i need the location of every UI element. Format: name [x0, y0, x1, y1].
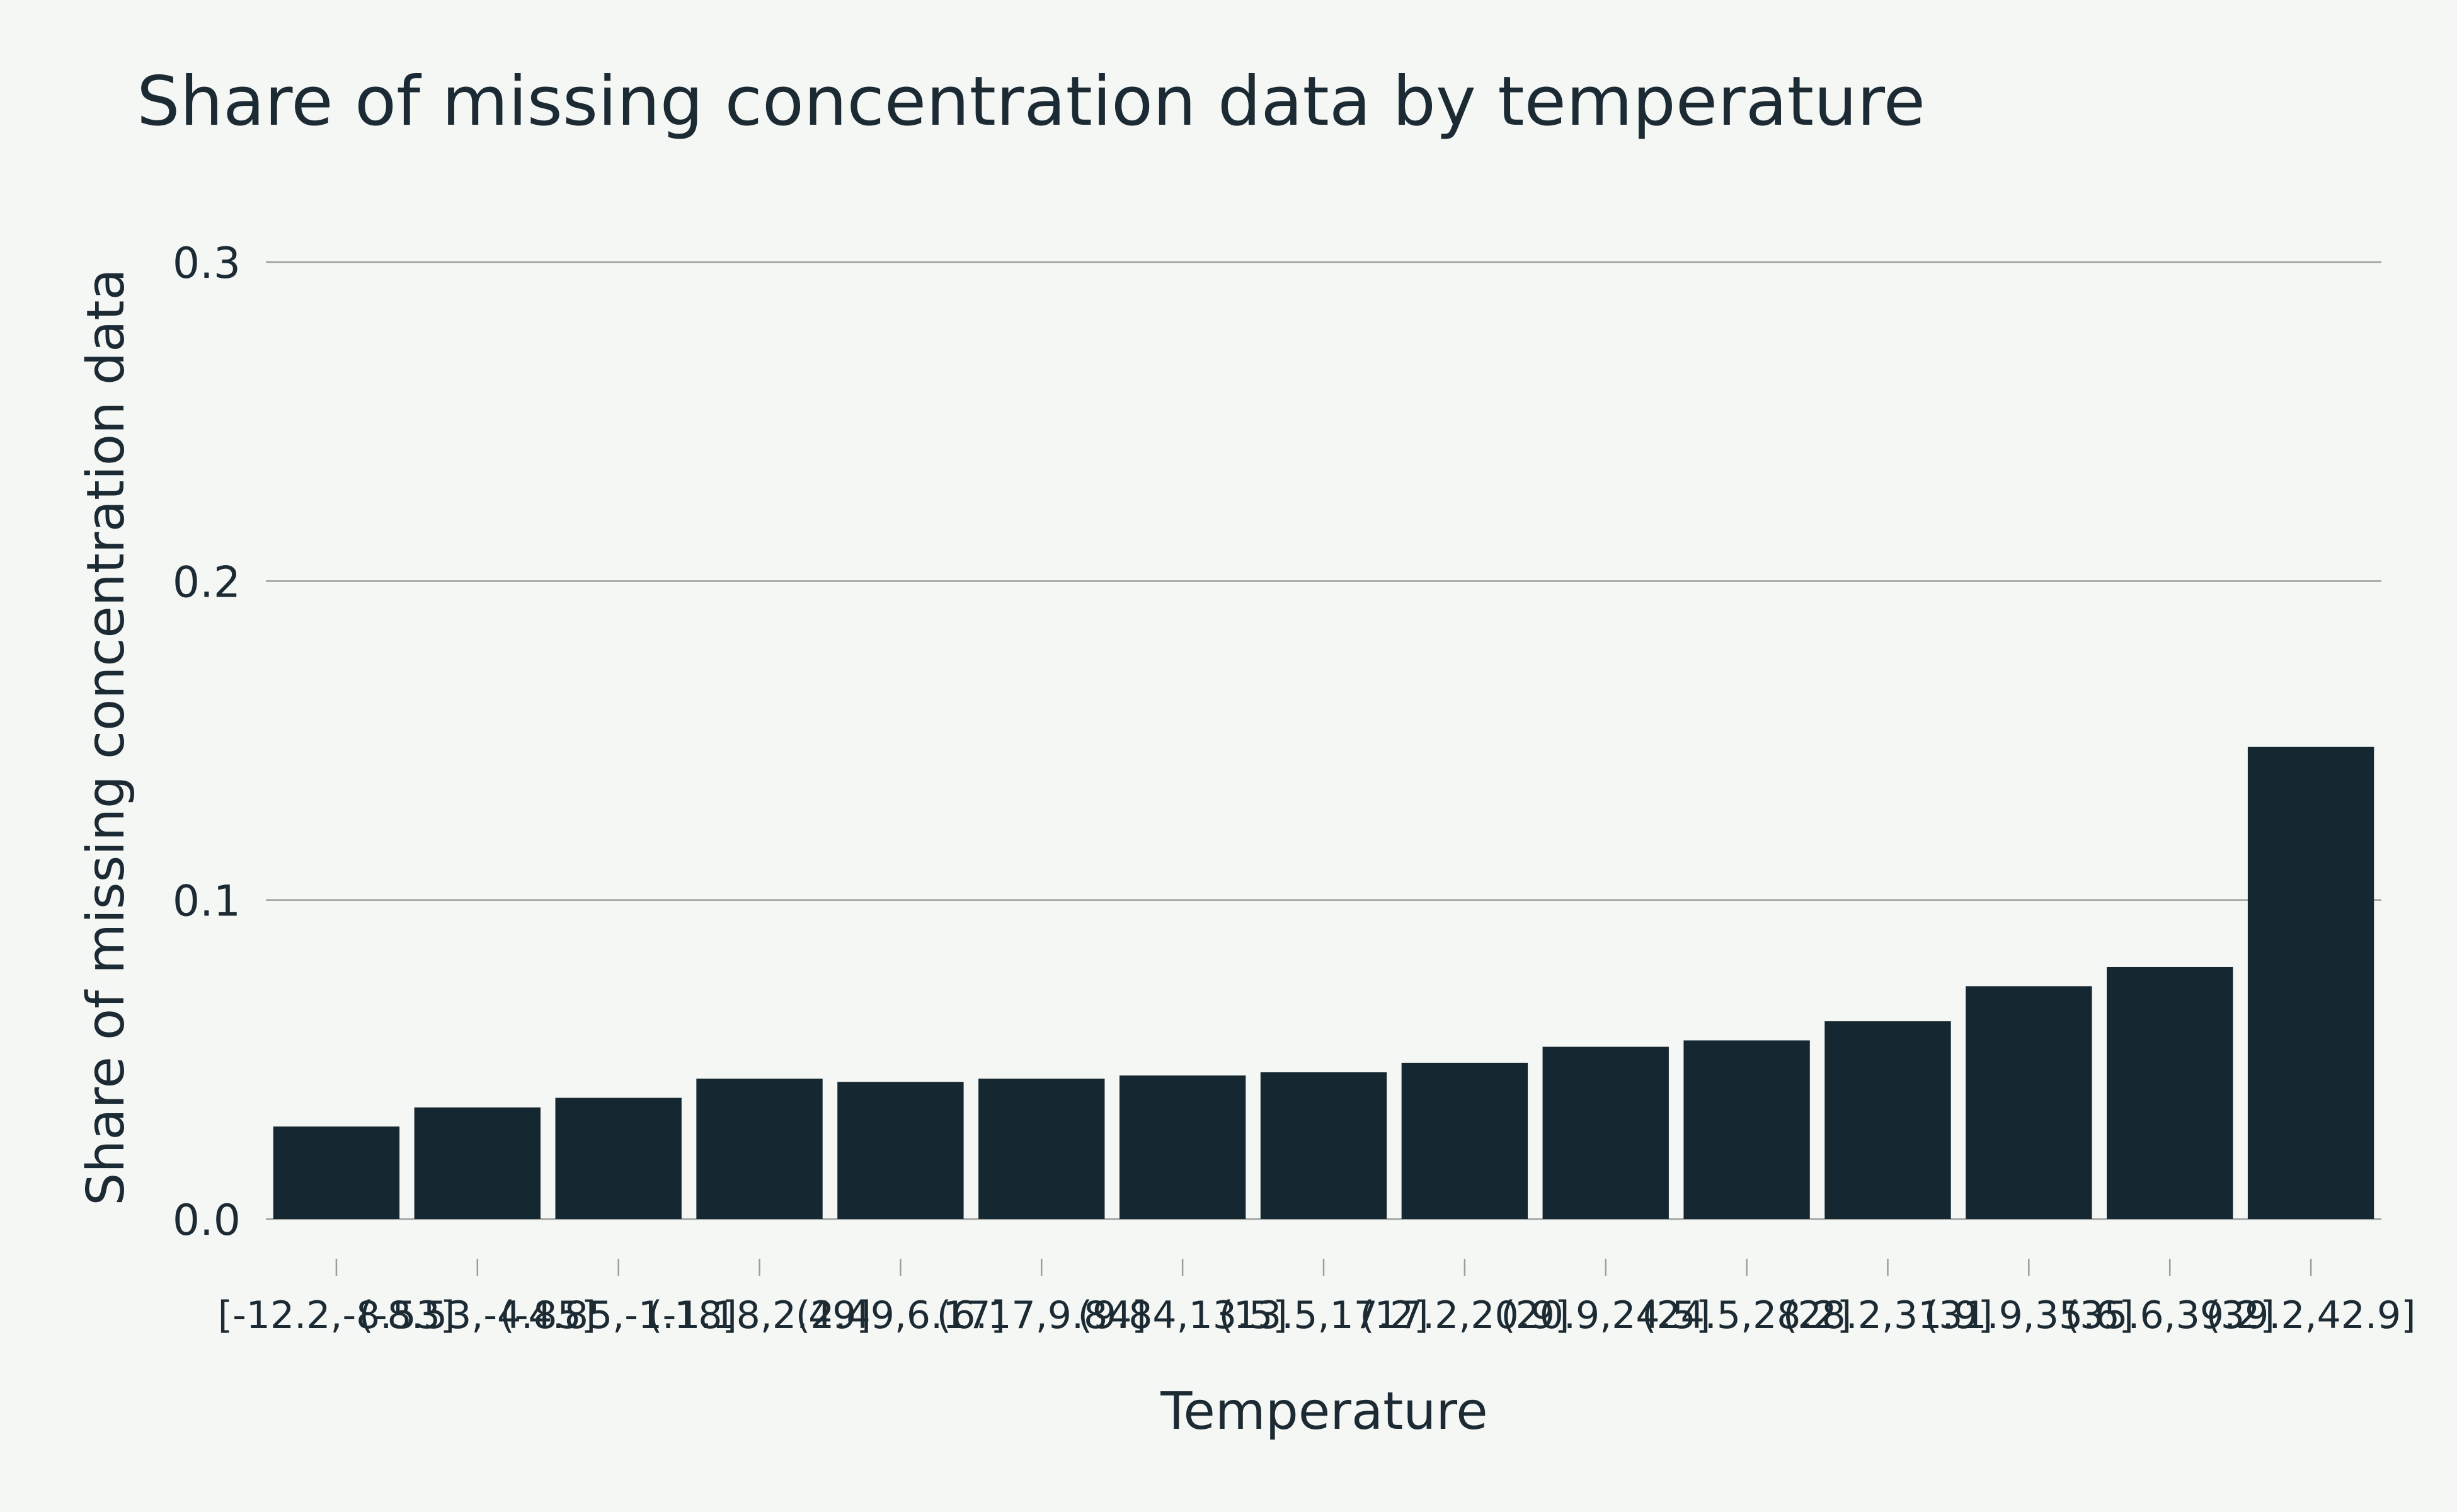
bar — [978, 1079, 1105, 1219]
x-tick-label: (31.9,35.6] — [1924, 1293, 2134, 1337]
x-tick-label: (2.49,6.17] — [796, 1293, 1005, 1337]
bar — [1260, 1072, 1387, 1219]
y-tick-label: 0.2 — [173, 558, 241, 607]
bar — [273, 1126, 400, 1219]
y-axis-title: Share of missing concentration data — [76, 268, 136, 1205]
x-tick-label: (39.2,42.9] — [2206, 1293, 2416, 1337]
y-tick-labels: 0.0 0.1 0.2 0.3 — [173, 239, 241, 1246]
bar — [1401, 1062, 1528, 1219]
bar — [1542, 1046, 1669, 1219]
x-axis-title: Temperature — [1160, 1382, 1487, 1441]
x-tick-label: (-1.18,2.49] — [648, 1293, 871, 1337]
y-tick-label: 0.3 — [173, 239, 241, 289]
chart-title: Share of missing concentration data by t… — [137, 62, 1925, 141]
bar — [2247, 747, 2374, 1219]
y-tick-label: 0.0 — [173, 1196, 241, 1246]
x-tick-label: (24.5,28.2] — [1642, 1293, 1852, 1337]
bar — [1966, 986, 2092, 1219]
bar — [696, 1079, 823, 1219]
x-tick-label: (13.5,17.2] — [1218, 1293, 1428, 1337]
x-tick-label: [-12.2,-8.53] — [218, 1293, 455, 1337]
x-tick-label: (28.2,31.9] — [1783, 1293, 1993, 1337]
x-tick-label: (9.84,13.5] — [1078, 1293, 1288, 1337]
x-tick-label: (-4.85,-1.18] — [500, 1293, 736, 1337]
bar — [1824, 1021, 1951, 1219]
bar — [1119, 1075, 1246, 1219]
bar — [1683, 1040, 1810, 1219]
x-tick-labels: [-12.2,-8.53](-8.53,-4.85](-4.85,-1.18](… — [218, 1259, 2416, 1337]
x-tick-label: (-8.53,-4.85] — [359, 1293, 596, 1337]
y-tick-label: 0.1 — [173, 877, 241, 927]
x-tick-label: (20.9,24.5] — [1501, 1293, 1710, 1337]
bar — [555, 1097, 682, 1219]
bar — [414, 1107, 541, 1219]
bars — [273, 747, 2374, 1219]
x-tick-label: (17.2,20.9] — [1360, 1293, 1569, 1337]
x-tick-label: (35.6,39.2] — [2065, 1293, 2275, 1337]
bar — [2107, 966, 2233, 1219]
bar — [837, 1082, 964, 1219]
x-tick-label: (6.17,9.84] — [937, 1293, 1147, 1337]
